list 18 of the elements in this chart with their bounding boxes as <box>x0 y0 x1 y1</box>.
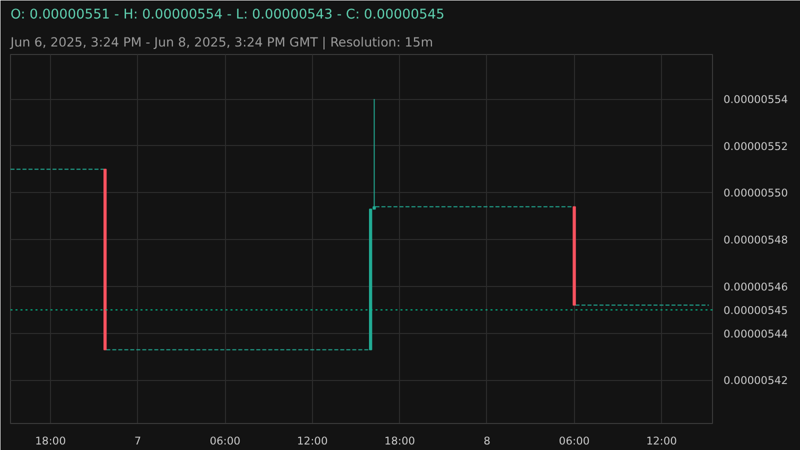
x-tick-label: 8 <box>484 434 491 448</box>
y-tick-label: 0.00000552 <box>724 140 788 153</box>
chart-subtitle: Jun 6, 2025, 3:24 PM - Jun 8, 2025, 3:24 PM GMT | Resolution: 15m <box>10 34 434 50</box>
x-tick-label: 06:00 <box>210 434 241 448</box>
y-tick-label: 0.00000542 <box>724 374 788 388</box>
x-tick-label: 18:00 <box>384 434 416 448</box>
y-tick-label: 0.00000546 <box>724 280 788 294</box>
chart-title: O: 0.00000551 - H: 0.00000554 - L: 0.00000543 - C: 0.00000545 <box>10 8 444 22</box>
y-tick-label: 0.00000548 <box>724 234 788 247</box>
x-tick-label: 18:00 <box>35 434 66 448</box>
y-tick-label: 0.00000554 <box>724 93 788 106</box>
ref-line-label: 0.00000545 <box>724 304 788 317</box>
y-tick-label: 0.00000544 <box>724 327 788 340</box>
x-tick-label: 12:00 <box>646 434 678 448</box>
y-tick-label: 0.00000550 <box>724 186 788 200</box>
x-tick-label: 7 <box>134 434 142 448</box>
x-tick-label: 06:00 <box>558 434 590 448</box>
x-tick-label: 12:00 <box>297 434 328 448</box>
